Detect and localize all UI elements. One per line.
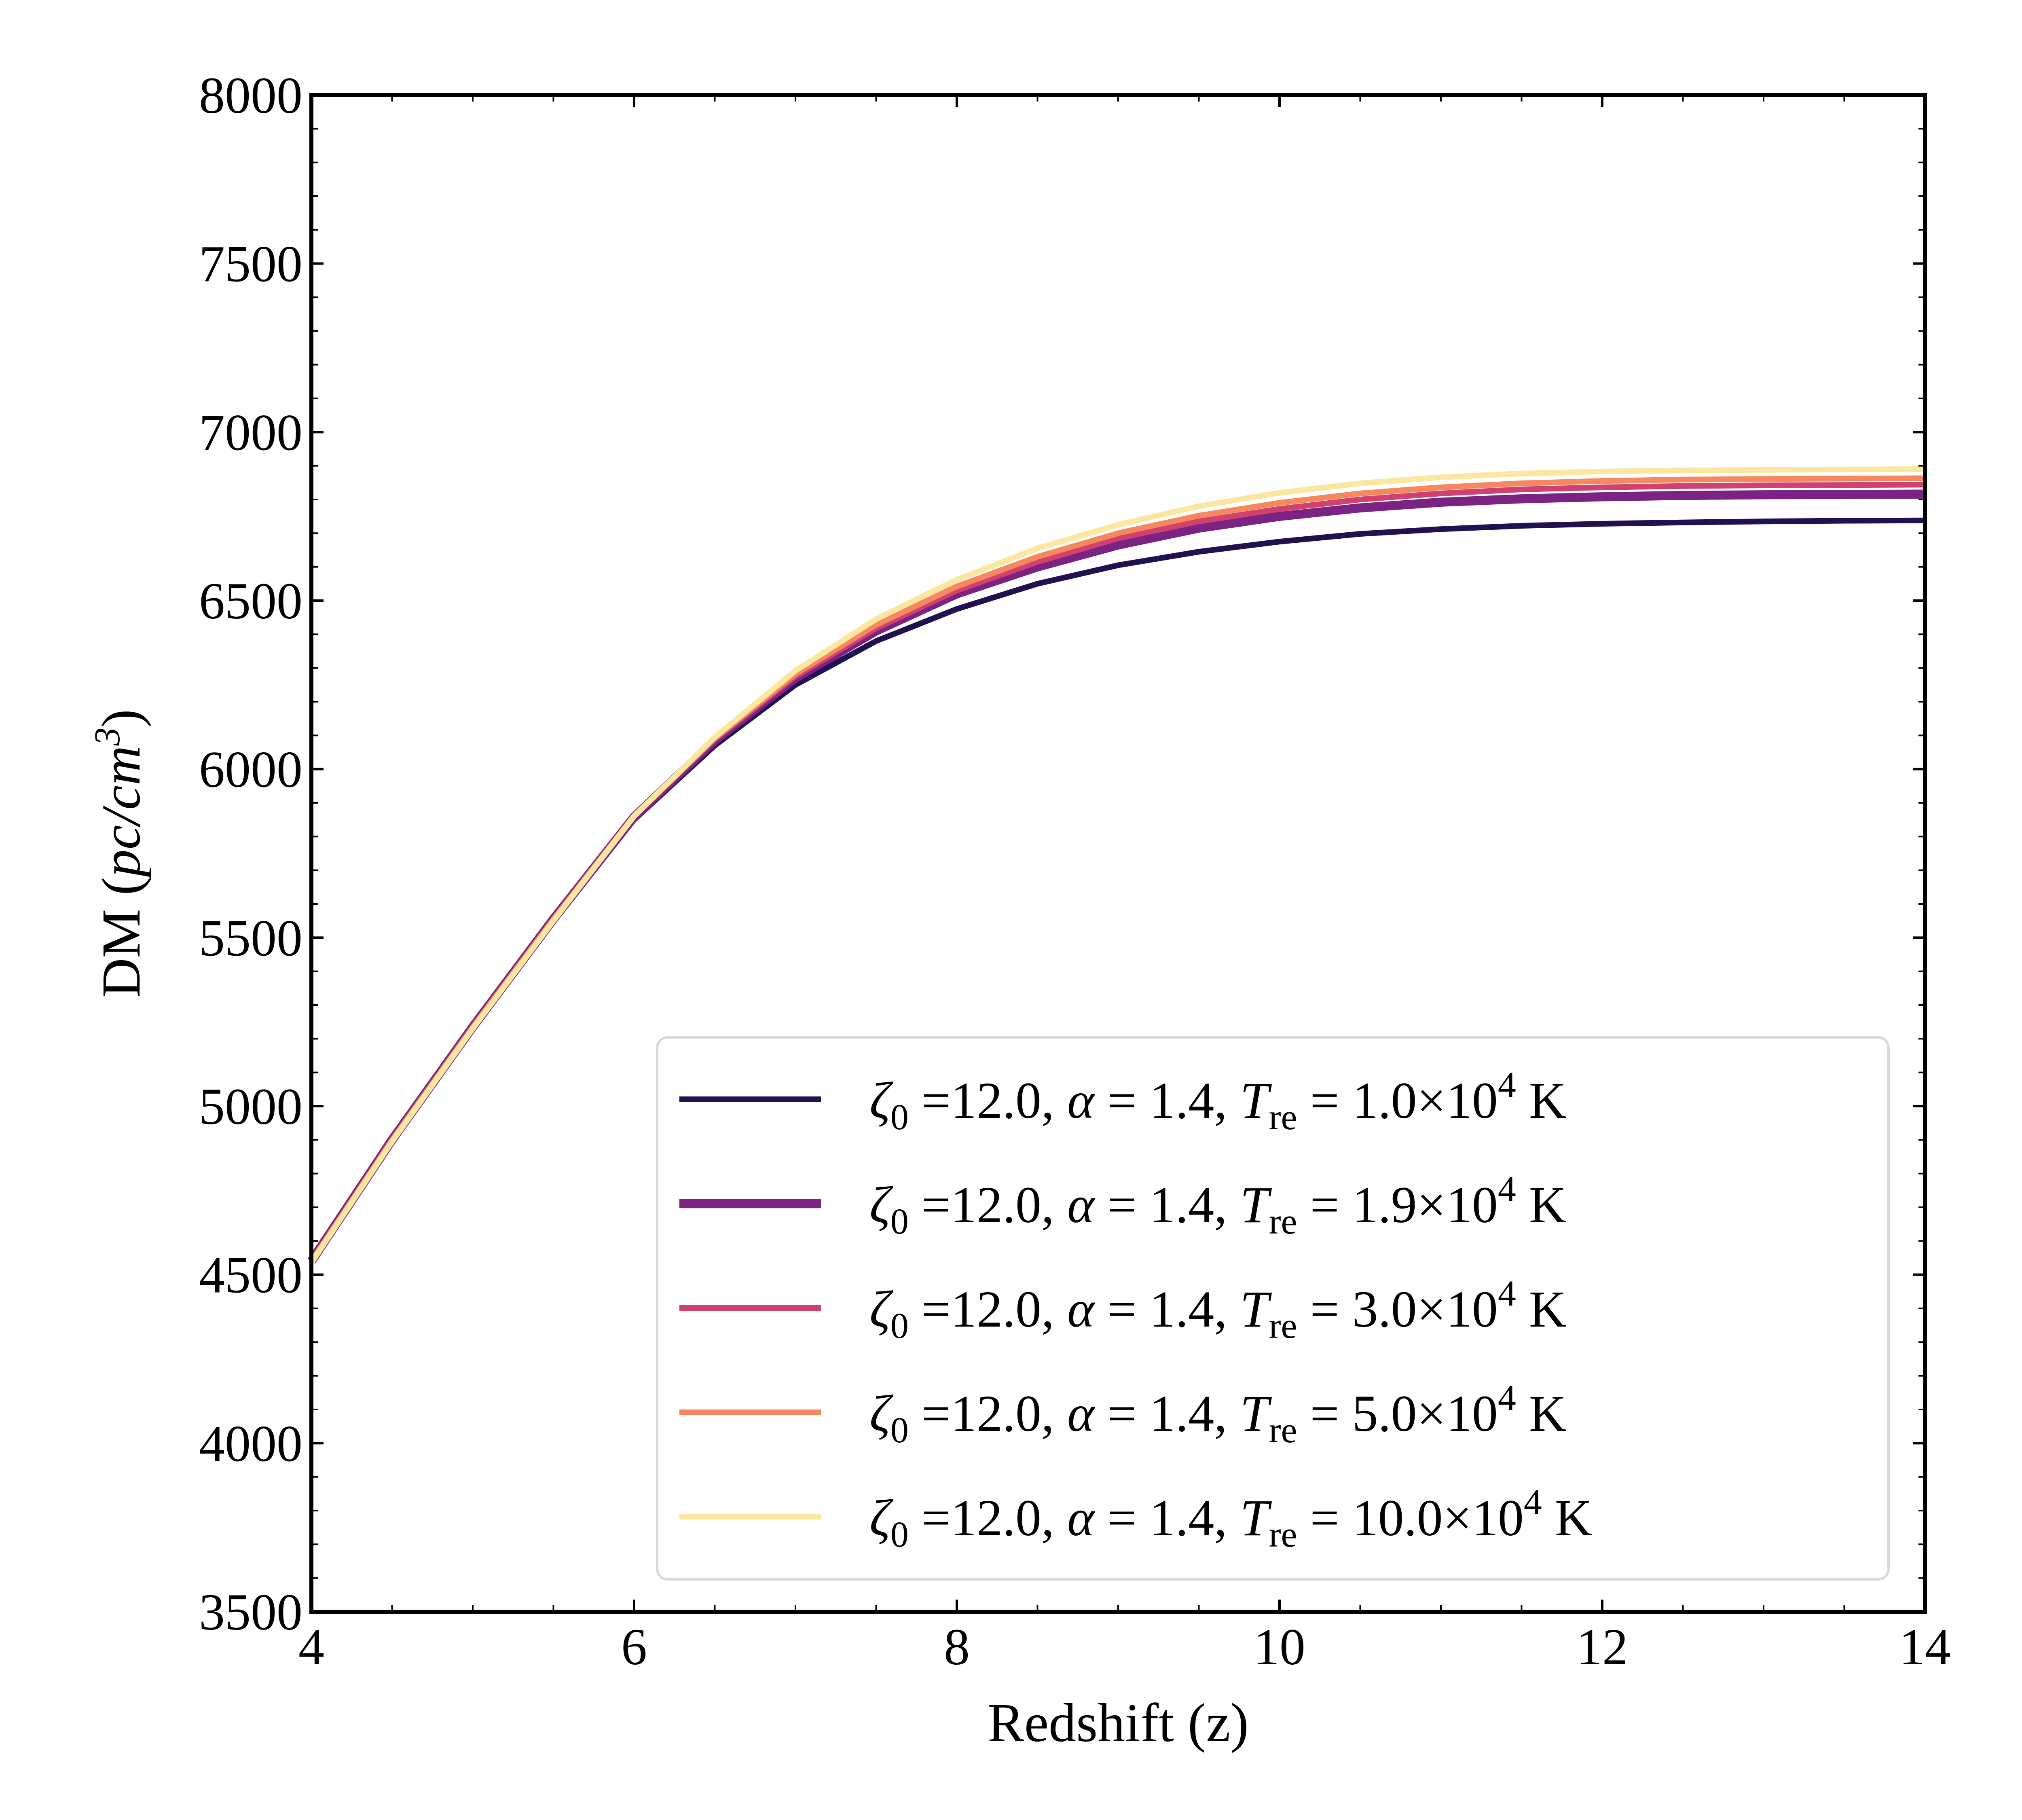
x-tick-label: 6 xyxy=(621,1618,647,1676)
y-tick-label: 3500 xyxy=(199,1583,302,1641)
legend-label-part: K xyxy=(1516,1280,1566,1338)
legend-label-part: re xyxy=(1269,1097,1297,1137)
y-axis-title-suffix: ) xyxy=(91,709,152,727)
y-tick-label: 5500 xyxy=(199,909,302,967)
legend-label-part: = 1.4, xyxy=(1094,1176,1240,1234)
legend-label-part: ζ xyxy=(869,1176,893,1234)
x-tick-label: 8 xyxy=(944,1618,970,1676)
legend-label-part: 4 xyxy=(1524,1482,1542,1522)
legend-label-part: = 1.4, xyxy=(1094,1072,1240,1129)
y-tick-label: 4000 xyxy=(199,1415,302,1472)
y-tick-label: 6500 xyxy=(199,572,302,630)
legend-label-part: K xyxy=(1542,1489,1592,1547)
legend-label-part: K xyxy=(1516,1176,1566,1234)
legend-label-part: 0 xyxy=(890,1410,909,1450)
legend-label-3: ζ0 =12.0, α = 1.4, Tre = 3.0×104 K xyxy=(869,1274,1566,1346)
y-tick-label: 4500 xyxy=(199,1246,302,1304)
legend-label-part: K xyxy=(1516,1072,1566,1129)
x-tick-label: 4 xyxy=(298,1618,324,1676)
legend-label-part: 4 xyxy=(1498,1169,1516,1209)
legend-label-part: T xyxy=(1240,1280,1272,1338)
x-tick-label: 10 xyxy=(1254,1618,1305,1676)
legend-label-part: ζ xyxy=(869,1280,893,1338)
legend-label-part: α xyxy=(1067,1072,1096,1129)
legend-label-part: =12.0, xyxy=(909,1385,1067,1442)
legend-label-part: = 5.0×10 xyxy=(1297,1385,1497,1442)
legend-label-5: ζ0 =12.0, α = 1.4, Tre = 10.0×104 K xyxy=(869,1482,1592,1555)
legend-label-part: 4 xyxy=(1498,1065,1516,1105)
legend-label-part: = 1.0×10 xyxy=(1297,1072,1497,1129)
legend-label-part: α xyxy=(1067,1176,1096,1234)
legend-label-part: α xyxy=(1067,1280,1096,1338)
legend-label-part: 0 xyxy=(890,1202,909,1242)
legend-label-part: = 1.9×10 xyxy=(1297,1176,1497,1234)
legend-label-part: 0 xyxy=(890,1515,909,1555)
y-tick-label: 8000 xyxy=(199,67,302,124)
y-axis-title-exponent: 3 xyxy=(87,728,127,746)
legend-label-part: 4 xyxy=(1498,1378,1516,1418)
series-line-5 xyxy=(309,466,1925,1265)
legend-label-part: T xyxy=(1240,1385,1272,1442)
series-layer xyxy=(307,466,1925,1265)
legend-label-part: re xyxy=(1269,1306,1297,1346)
legend-label-part: α xyxy=(1067,1385,1096,1442)
legend-label-1: ζ0 =12.0, α = 1.4, Tre = 1.0×104 K xyxy=(869,1065,1566,1137)
y-axis-title-unit: pc/cm xyxy=(91,746,152,880)
legend-frame xyxy=(656,1036,1890,1581)
legend-label-part: K xyxy=(1516,1385,1566,1442)
legend-label-2: ζ0 =12.0, α = 1.4, Tre = 1.9×104 K xyxy=(869,1169,1566,1242)
legend-label-part: re xyxy=(1269,1202,1297,1242)
legend-label-4: ζ0 =12.0, α = 1.4, Tre = 5.0×104 K xyxy=(869,1378,1566,1450)
legend-label-part: T xyxy=(1240,1176,1272,1234)
y-tick-label: 6000 xyxy=(199,741,302,798)
y-axis-title: DM (pc/cm3) xyxy=(87,709,152,997)
legend-label-part: = 10.0×10 xyxy=(1297,1489,1523,1547)
legend-label-part: = 1.4, xyxy=(1094,1489,1240,1547)
y-tick-label: 5000 xyxy=(199,1078,302,1135)
legend-label-part: = 3.0×10 xyxy=(1297,1280,1497,1338)
y-tick-label: 7500 xyxy=(199,235,302,293)
legend-label-part: 4 xyxy=(1498,1274,1516,1314)
legend-label-part: =12.0, xyxy=(909,1280,1067,1338)
legend-entries: ζ0 =12.0, α = 1.4, Tre = 1.0×104 Kζ0 =12… xyxy=(679,1065,1592,1555)
legend-label-part: re xyxy=(1269,1410,1297,1450)
legend-label-part: T xyxy=(1240,1072,1272,1129)
legend-label-part: T xyxy=(1240,1489,1272,1547)
legend-label-part: ζ xyxy=(869,1072,893,1129)
legend-label-part: = 1.4, xyxy=(1094,1280,1240,1338)
legend-label-part: α xyxy=(1067,1489,1096,1547)
legend-label-part: =12.0, xyxy=(909,1176,1067,1234)
x-tick-label: 12 xyxy=(1576,1618,1628,1676)
legend-label-part: ζ xyxy=(869,1489,893,1547)
y-axis-title-prefix: DM ( xyxy=(91,877,152,997)
legend: ζ0 =12.0, α = 1.4, Tre = 1.0×104 Kζ0 =12… xyxy=(656,1036,1890,1581)
legend-label-part: = 1.4, xyxy=(1094,1385,1240,1442)
x-axis-title: Redshift (z) xyxy=(988,1693,1249,1753)
legend-label-part: =12.0, xyxy=(909,1489,1067,1547)
ticks-layer xyxy=(310,94,1926,1613)
legend-label-part: ζ xyxy=(869,1385,893,1442)
legend-label-part: 0 xyxy=(890,1306,909,1346)
legend-label-part: =12.0, xyxy=(909,1072,1067,1129)
x-tick-label: 14 xyxy=(1899,1618,1951,1676)
legend-label-part: 0 xyxy=(890,1097,909,1137)
y-tick-label: 7000 xyxy=(199,404,302,461)
legend-label-part: re xyxy=(1269,1515,1297,1555)
tick-labels: 4 6 8 10 12 143500400045005000550060006500700… xyxy=(199,67,1951,1676)
